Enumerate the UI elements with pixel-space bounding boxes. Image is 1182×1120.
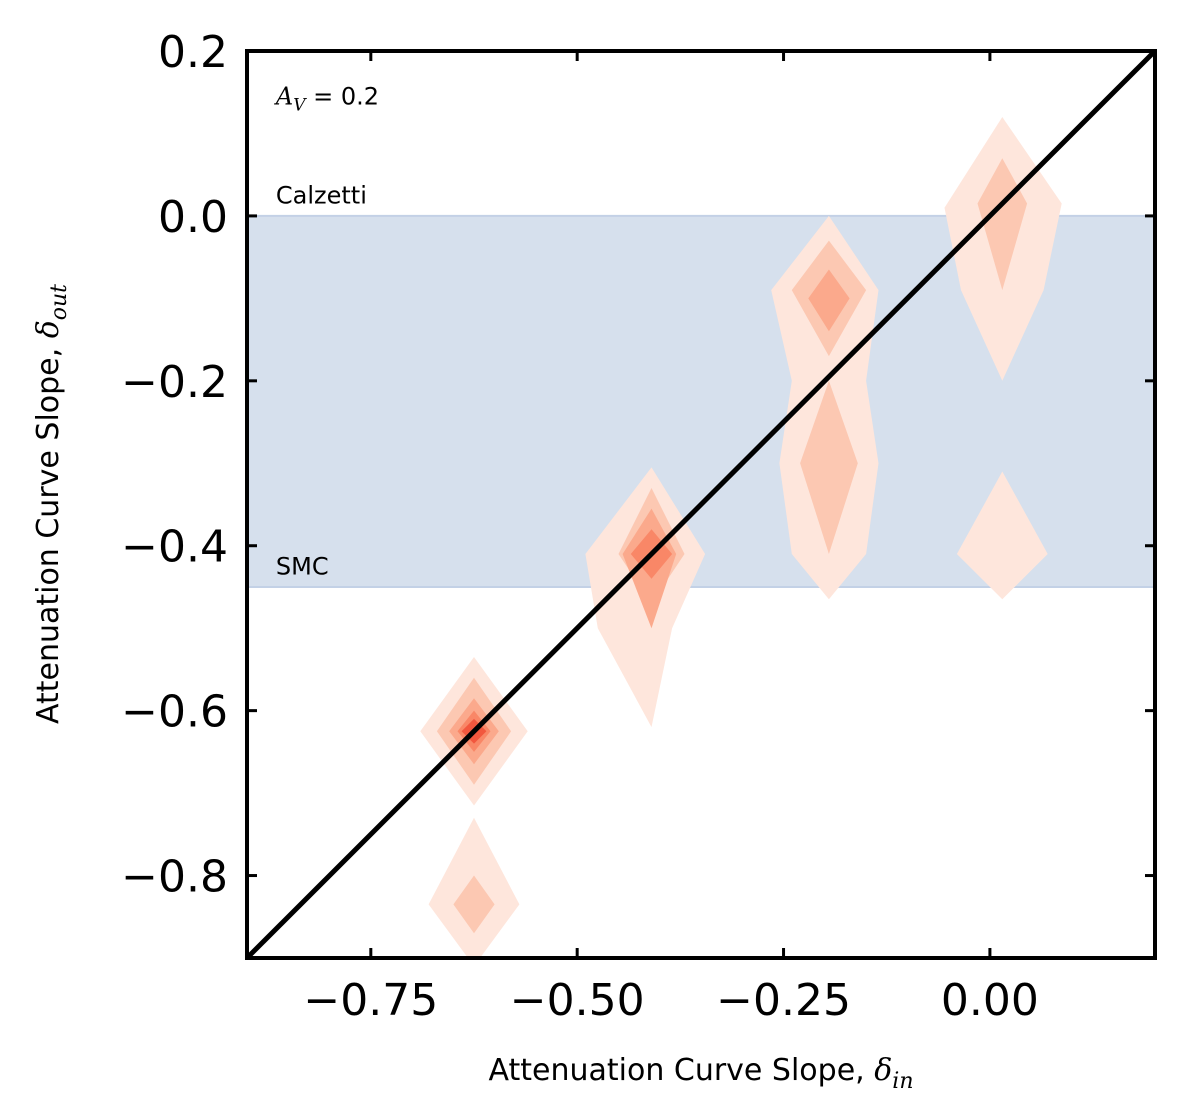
reference-line-layer [247, 51, 1155, 958]
x-axis-label-symbol: δ [874, 1053, 892, 1088]
y-axis-label: Attenuation Curve Slope, δout [31, 284, 72, 724]
annotation-0: AV = 0.2 [274, 83, 379, 116]
y-axis-label-text: Attenuation Curve Slope, [31, 338, 66, 724]
x-axis-label-subscript: in [892, 1069, 913, 1094]
y-axis-label-subscript: out [47, 284, 72, 320]
x-tick-label-3: 0.00 [941, 975, 1039, 1026]
annotation-subscript: V [293, 96, 307, 116]
y-tick-label-1: 0.0 [158, 192, 228, 243]
tick-layer: −0.75 −0.50 −0.25 0.00 0.2 0.0 −0.2 −0.4 −0.6 −0.… [121, 27, 1155, 1026]
contour-level-1-5 [800, 380, 858, 554]
x-axis-label: Attenuation Curve Slope, δin [488, 1053, 913, 1094]
y-tick-label-3: −0.4 [121, 522, 228, 573]
contour-level-2-6 [808, 269, 850, 332]
y-tick-label-4: −0.6 [121, 687, 228, 738]
plot-frame [245, 49, 1157, 960]
contour-level-0-2 [956, 471, 1048, 600]
y-axis-label-symbol: δ [31, 320, 66, 338]
y-tick-label-2: −0.2 [121, 357, 228, 408]
one-to-one-line [247, 51, 1155, 958]
contour-level-1-17 [453, 875, 495, 934]
annotation-2: SMC [276, 553, 329, 581]
annotation-value: = 0.2 [306, 83, 380, 111]
x-tick-label-1: −0.50 [510, 975, 645, 1026]
annotation-1: Calzetti [276, 182, 367, 210]
annotation-symbol: A [274, 83, 293, 111]
x-axis-label-text: Attenuation Curve Slope, [488, 1053, 874, 1088]
x-tick-label-0: −0.75 [303, 975, 438, 1026]
annotation-layer: AV = 0.2 Calzetti SMC [274, 83, 379, 581]
y-tick-label-5: −0.8 [121, 852, 228, 903]
x-tick-label-2: −0.25 [716, 975, 851, 1026]
y-tick-label-0: 0.2 [158, 27, 228, 78]
